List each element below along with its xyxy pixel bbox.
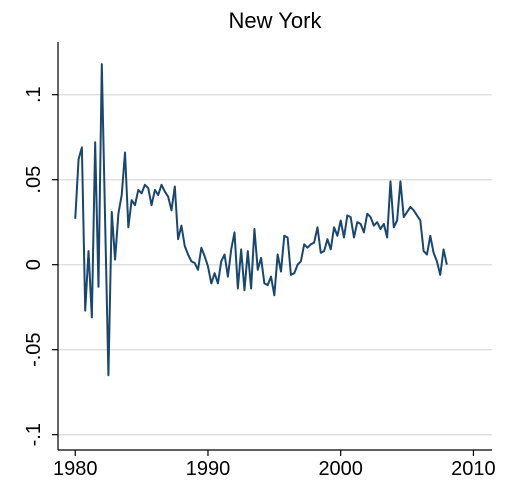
y-tick-label: .05	[23, 166, 45, 194]
chart-title: New York	[229, 8, 323, 33]
data-line	[74, 63, 448, 377]
x-tick-label: 1980	[53, 458, 98, 480]
y-tick-label: 0	[23, 259, 45, 270]
x-tick-label: 2010	[451, 458, 496, 480]
x-tick-label: 2000	[318, 458, 363, 480]
y-tick-label: -.1	[23, 423, 45, 446]
y-tick-label: -.05	[23, 332, 45, 366]
x-tick-label: 1990	[186, 458, 231, 480]
y-tick-label: .1	[23, 86, 45, 103]
